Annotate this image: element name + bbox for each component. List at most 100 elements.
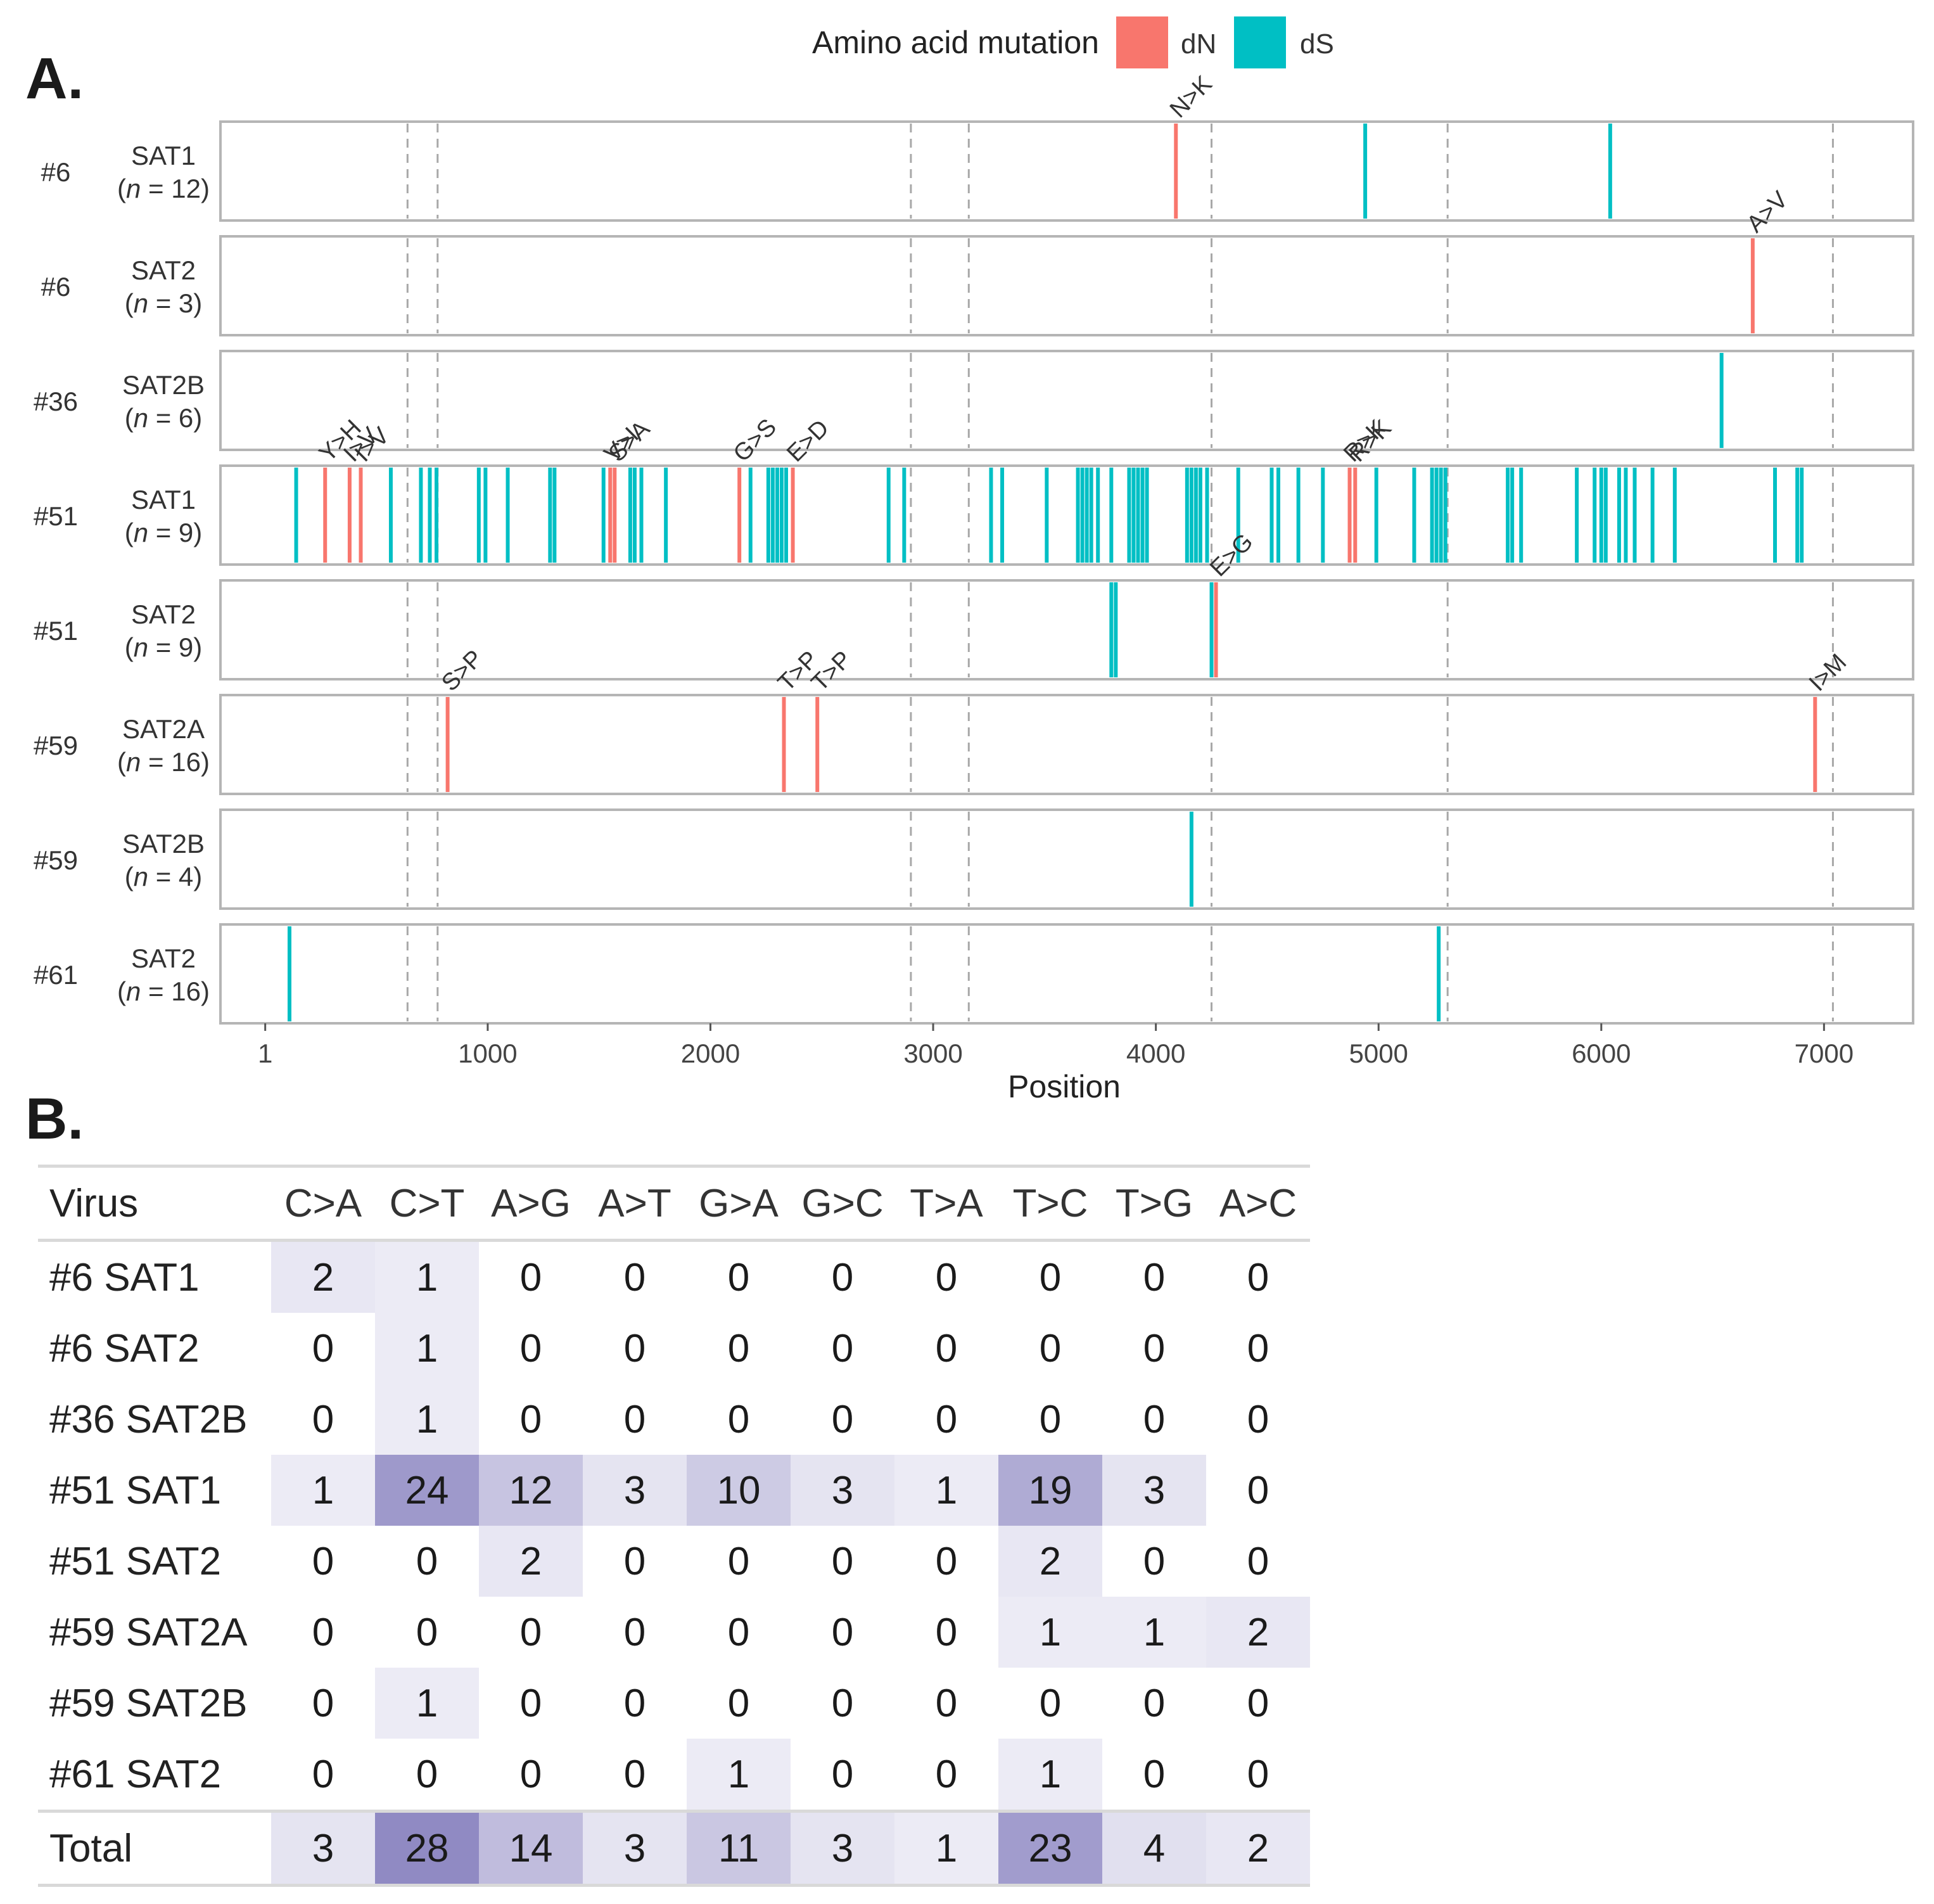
track-virus-label: SAT2B (122, 370, 205, 400)
table-cell: 0 (623, 1255, 646, 1300)
table-cell: 0 (1039, 1255, 1062, 1300)
track-panel (219, 235, 1914, 336)
table-cell: 0 (727, 1326, 750, 1370)
track-id-label: #6 (41, 157, 71, 187)
track-6: #59 SAT2B (n = 4) (34, 808, 1914, 910)
track-panel (219, 808, 1914, 910)
column-header: A>C (1219, 1181, 1297, 1225)
x-tick-label: 3000 (903, 1038, 962, 1068)
table-cell: 0 (1247, 1255, 1269, 1300)
track-virus-label: SAT2A (122, 714, 205, 744)
mutation-track-chart: Amino acid mutation dN dS #6 SAT1 (n = 12)… (34, 16, 1914, 1104)
table-body: #6 SAT1 2 1 0 0 0 0 0 0 0 0 #6 SAT2 0 1 0 0 0 0 0 0 0 0 #36 SA… (38, 1240, 1310, 1886)
table-cell: 0 (727, 1681, 750, 1725)
track-panel (219, 923, 1914, 1025)
track-id-label: #51 (34, 501, 78, 531)
table-cell: 28 (375, 1811, 479, 1886)
track-n-label: (n = 6) (125, 403, 203, 433)
table-cell: 0 (623, 1397, 646, 1441)
track-virus-label: SAT2 (131, 943, 196, 973)
row-label: #51 SAT2 (49, 1539, 222, 1583)
table-cell: 0 (519, 1255, 542, 1300)
legend-ds-label: dS (1300, 29, 1334, 60)
row-label: Total (49, 1826, 132, 1870)
table-cell: 0 (935, 1610, 958, 1654)
table-cell: 1 (894, 1811, 998, 1886)
table-cell: 0 (1143, 1255, 1166, 1300)
table-cell: 1 (375, 1668, 479, 1739)
table-cell: 0 (519, 1610, 542, 1654)
table-cell: 2 (1206, 1811, 1310, 1886)
x-tick-label: 5000 (1349, 1038, 1408, 1068)
panel-a-label: A. (25, 46, 84, 111)
table-cell: 0 (935, 1539, 958, 1583)
table-cell: 0 (727, 1539, 750, 1583)
x-tick-label: 2000 (681, 1038, 740, 1068)
row-label: #59 SAT2B (49, 1681, 248, 1725)
table-cell: 0 (1247, 1539, 1269, 1583)
table-cell: 0 (1039, 1397, 1062, 1441)
column-header: A>G (491, 1181, 571, 1225)
x-tick-label: 1 (258, 1038, 272, 1068)
track-n-label: (n = 9) (125, 518, 203, 547)
table-cell: 2 (479, 1526, 583, 1597)
column-header: G>C (801, 1181, 884, 1225)
track-id-label: #51 (34, 616, 78, 646)
table-cell: 0 (416, 1539, 438, 1583)
track-id-label: #59 (34, 731, 78, 760)
table-cell: 0 (727, 1397, 750, 1441)
track-panel (219, 120, 1914, 222)
table-row: #61 SAT2 0 0 0 0 1 0 0 1 0 0 (38, 1739, 1310, 1811)
table-cell: 0 (1247, 1397, 1269, 1441)
table-cell: 1 (894, 1455, 998, 1526)
track-n-label: (n = 16) (117, 747, 210, 777)
track-id-label: #6 (41, 272, 71, 302)
track-virus-label: SAT2 (131, 599, 196, 629)
track-n-label: (n = 4) (125, 862, 203, 891)
table-cell: 3 (1102, 1455, 1206, 1526)
table-cell: 3 (583, 1811, 687, 1886)
column-header: T>A (910, 1181, 983, 1225)
table-cell: 0 (312, 1397, 334, 1441)
track-id-label: #61 (34, 960, 78, 990)
table-row: #51 SAT1 1 24 12 3 10 3 1 19 3 0 (38, 1455, 1310, 1526)
table-cell: 0 (623, 1539, 646, 1583)
track-id-label: #36 (34, 387, 78, 416)
table-cell: 4 (1102, 1811, 1206, 1886)
table-cell: 1 (375, 1313, 479, 1384)
table-cell: 3 (791, 1455, 894, 1526)
table-cell: 3 (271, 1811, 375, 1886)
track-panel (219, 464, 1914, 566)
row-label: #6 SAT2 (49, 1326, 200, 1370)
track-n-label: (n = 3) (125, 288, 203, 318)
track-panel (219, 350, 1914, 451)
table-cell: 0 (831, 1752, 854, 1796)
track-virus-label: SAT2 (131, 255, 196, 285)
table-cell: 0 (1143, 1397, 1166, 1441)
panel-b-label: B. (25, 1087, 84, 1151)
legend-title: Amino acid mutation (812, 25, 1099, 60)
track-7: #61 SAT2(n = 16) (34, 923, 1914, 1025)
track-panel (219, 694, 1914, 795)
table-row: #59 SAT2A 0 0 0 0 0 0 0 1 1 2 (38, 1597, 1310, 1668)
table-cell: 1 (998, 1739, 1102, 1811)
x-axis-label: Position (1008, 1069, 1121, 1104)
table-cell: 0 (935, 1752, 958, 1796)
table-cell: 23 (998, 1811, 1102, 1886)
table-cell: 0 (1247, 1681, 1269, 1725)
table-cell: 19 (998, 1455, 1102, 1526)
table-cell: 0 (1247, 1468, 1269, 1512)
table-cell: 0 (935, 1326, 958, 1370)
mutation-count-table: Virus C>A C>T A>G A>T G>A G>C T>A T>C T>G A>C #6 S… (38, 1165, 1310, 1887)
table-cell: 0 (831, 1255, 854, 1300)
column-header: C>A (284, 1181, 362, 1225)
table-cell: 0 (416, 1610, 438, 1654)
table-cell: 0 (312, 1539, 334, 1583)
table-cell: 10 (687, 1455, 791, 1526)
table-cell: 2 (1206, 1597, 1310, 1668)
x-tick-label: 1000 (458, 1038, 517, 1068)
table-cell: 0 (831, 1397, 854, 1441)
